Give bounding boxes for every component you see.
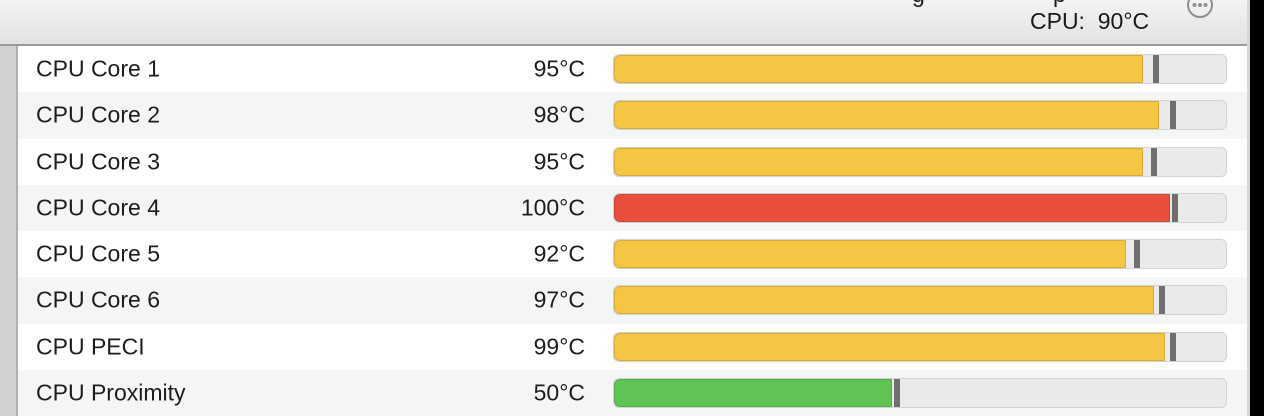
temperature-level-fill xyxy=(614,332,1165,361)
temperature-level-fill xyxy=(614,240,1126,269)
sensor-temperature: 97°C xyxy=(533,286,585,313)
sensor-name: CPU Core 3 xyxy=(36,148,160,175)
cpu-summary-temp: CPU: 90°C xyxy=(1030,8,1150,34)
max-temp-tick xyxy=(1170,101,1177,130)
temperature-level-track xyxy=(613,239,1227,270)
sensor-name: CPU PECI xyxy=(36,333,145,360)
temperature-level-track xyxy=(613,100,1227,131)
sensor-row: CPU Core 1 95°C xyxy=(18,46,1247,93)
sensor-name: CPU Core 2 xyxy=(36,101,160,128)
ellipsis-circle-icon xyxy=(1186,0,1214,22)
sensor-name: CPU Proximity xyxy=(36,379,186,406)
temperature-level-track xyxy=(613,54,1227,85)
sensor-list: CPU Core 1 95°C CPU Core 2 98°C CPU Core 3 95… xyxy=(18,46,1247,416)
temperature-level-fill xyxy=(614,147,1143,176)
clipped-text-fragment: g xyxy=(912,0,925,8)
temperature-level-track xyxy=(613,285,1227,316)
temperature-level-fill xyxy=(614,378,893,407)
sensor-name: CPU Core 1 xyxy=(36,55,160,82)
left-scrollbar-track[interactable] xyxy=(0,46,18,416)
temperature-level-fill xyxy=(614,101,1160,130)
screen-edge-background xyxy=(1250,0,1264,416)
ellipsis-menu-button[interactable] xyxy=(1186,0,1214,19)
sensor-temperature: 99°C xyxy=(533,333,585,360)
max-temp-tick xyxy=(1153,55,1160,84)
max-temp-tick xyxy=(893,378,900,407)
temperature-level-track xyxy=(613,331,1227,362)
max-temp-tick xyxy=(1150,147,1157,176)
sensor-row: CPU Core 2 98°C xyxy=(18,92,1247,139)
sensor-row: CPU Core 5 92°C xyxy=(18,231,1247,278)
sensor-temperature: 95°C xyxy=(533,55,585,82)
sensor-name: CPU Core 4 xyxy=(36,194,160,221)
temperature-level-fill xyxy=(614,193,1171,222)
max-temp-tick xyxy=(1133,240,1140,269)
sensor-row: CPU Core 6 97°C xyxy=(18,277,1247,324)
temperature-level-fill xyxy=(614,55,1143,84)
sensor-row: CPU Core 3 95°C xyxy=(18,138,1247,185)
sensor-temperature: 100°C xyxy=(520,194,585,221)
temperature-level-fill xyxy=(614,286,1154,315)
sensor-row: CPU Core 4 100°C xyxy=(18,184,1247,231)
sensor-row: CPU PECI 99°C xyxy=(18,323,1247,370)
temperature-level-track xyxy=(613,377,1227,408)
temperature-level-track xyxy=(613,146,1227,177)
sensor-name: CPU Core 5 xyxy=(36,240,160,267)
max-temp-tick xyxy=(1171,193,1178,222)
sensor-row: CPU Proximity 50°C xyxy=(18,369,1247,416)
temperature-level-track xyxy=(613,192,1227,223)
sensor-temperature: 95°C xyxy=(533,148,585,175)
max-temp-tick xyxy=(1159,286,1166,315)
sensor-temperature: 50°C xyxy=(533,379,585,406)
max-temp-tick xyxy=(1170,332,1177,361)
sensor-temperature: 92°C xyxy=(533,240,585,267)
sensor-temperature: 98°C xyxy=(533,101,585,128)
toolbar: g p CPU: 90°C xyxy=(0,0,1247,46)
clipped-text-fragment: p xyxy=(1053,0,1066,8)
sensor-panel: CPU Core 1 95°C CPU Core 2 98°C CPU Core 3 95… xyxy=(0,46,1247,416)
sensor-name: CPU Core 6 xyxy=(36,286,160,313)
